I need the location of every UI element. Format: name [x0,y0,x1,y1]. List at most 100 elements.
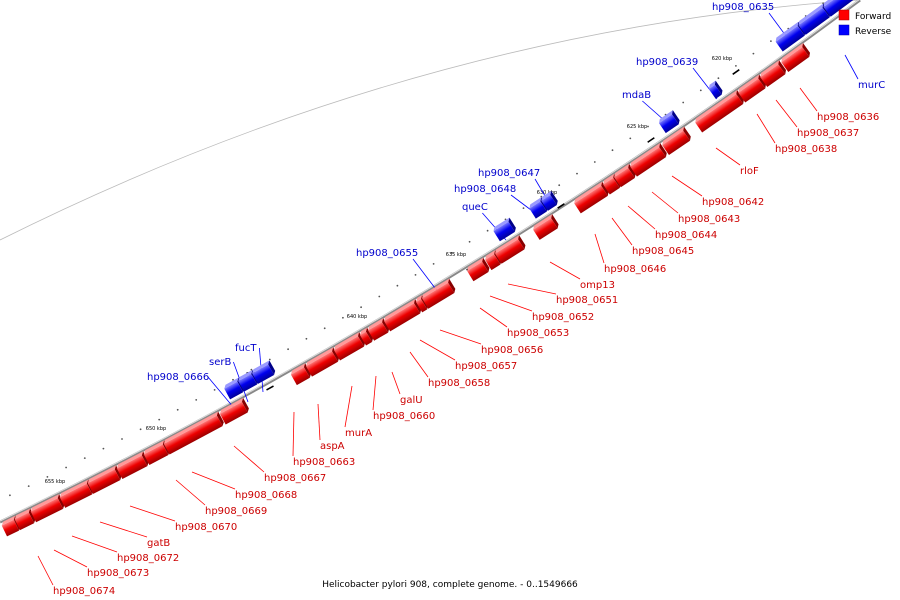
forward-gene [163,411,224,455]
gene-side-face [382,318,390,333]
gene-label: hp908_0638 [775,144,837,155]
gene-label: queC [462,202,488,213]
gene-front-face [541,194,557,211]
minor-tick [46,476,49,478]
gene-front-face [574,185,608,214]
gene-label: hp908_0646 [604,264,666,275]
forward-gene [359,327,374,346]
minor-tick [9,494,11,497]
forward-gene [495,235,526,264]
gene-top-face [738,74,760,93]
gene-front-face [760,64,786,87]
leader-line [627,205,656,230]
leader-line [129,505,176,522]
leader-line [671,175,703,197]
gene-side-face [57,494,65,509]
leader-line [409,351,429,378]
gene-label: hp908_0669 [205,506,267,517]
gene-top-face [306,347,334,367]
gene-label: mdaB [622,90,651,101]
gene-front-face [529,201,547,219]
minor-tick [396,284,399,287]
minor-tick [647,125,649,128]
gene-top-face [416,294,423,303]
gene-label: rloF [740,166,759,177]
gene-front-face [781,47,810,73]
gene-front-face [163,415,223,455]
minor-tick [522,207,525,210]
forward-gene [781,42,810,73]
gene-side-face [551,214,559,229]
gene-label: hp908_0657 [455,361,517,372]
minor-tick [65,466,67,469]
gene-front-face [14,512,35,531]
gene-top-face [760,60,780,78]
gene-top-face [630,143,661,167]
gene-front-face [708,84,722,99]
leader-line [391,371,401,395]
forward-gene [574,181,609,214]
gene-top-face [224,377,239,389]
kbp-label: 650 kbp [146,426,166,432]
leader-line [611,217,633,246]
gene-top-face [533,214,553,230]
gene-front-face [59,483,93,508]
legend: Forward Reverse [838,9,892,37]
gene-top-face [30,494,60,512]
kbp-label: 640 kbp [347,314,367,320]
kbp-tick-mark [647,137,655,143]
forward-gene [614,163,636,188]
gene-front-face [695,94,744,133]
gene-front-face [495,239,525,264]
gene-side-face [508,217,516,232]
legend-label-reverse: Reverse [855,27,892,37]
gene-label: hp908_0663 [293,457,355,468]
minor-tick [468,240,471,243]
caption: Helicobacter pylori 908, complete genome… [322,580,578,590]
reverse-gene [541,190,558,211]
gene-top-face [59,479,89,498]
forward-gene [14,508,36,531]
minor-tick [629,137,632,140]
gene-top-face [541,190,552,201]
gene-front-face [290,367,310,386]
forward-gene [87,465,122,494]
gene-front-face [614,167,635,188]
leader-line [507,283,557,295]
leader-line [292,411,295,457]
gene-front-face [533,218,558,240]
leader-line [768,12,787,37]
gene-top-face [384,299,416,322]
minor-tick [250,368,253,371]
gene-top-face [163,411,219,444]
leader-line [799,87,818,112]
genes [1,0,858,537]
forward-gene [116,451,149,479]
gene-front-face [798,7,830,35]
gene-label: hp908_0658 [428,378,490,389]
minor-tick [414,274,417,276]
reverse-gene [823,0,858,17]
gene-label: hp908_0672 [117,553,179,564]
minor-tick [770,40,772,42]
leader-line [175,479,206,506]
minor-tick [121,438,123,440]
minor-ticks [9,2,824,497]
gene-side-face [802,42,810,57]
leader-line [549,261,581,280]
gene-side-face [241,397,249,413]
minor-tick [611,149,614,152]
gene-label: hp908_0667 [264,473,326,484]
leader-line [191,471,236,490]
minor-tick [342,316,344,319]
gene-label: hp908_0668 [235,490,297,501]
gene-side-face [357,332,366,347]
legend-swatch-reverse [838,24,850,36]
gene-side-face [518,235,526,250]
gene-front-face [422,282,455,309]
minor-tick [735,65,737,67]
gene-top-face [333,332,360,351]
minor-tick [213,389,216,391]
kbp-label: 655 kbp [45,479,65,485]
